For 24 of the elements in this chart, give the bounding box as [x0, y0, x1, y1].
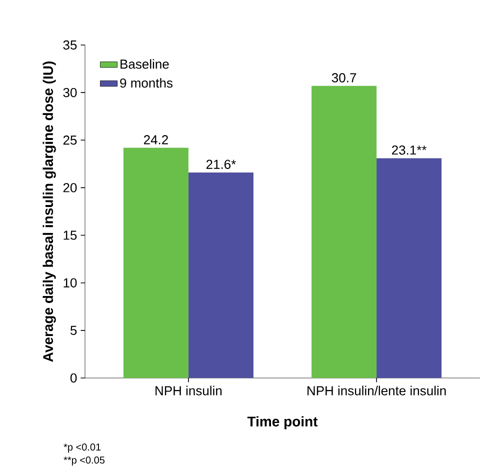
text: **p <0.05: [64, 456, 105, 466]
bar: [123, 148, 188, 378]
y-tick-label: 15: [64, 230, 77, 240]
x-tick-label: NPH insulin: [156, 386, 222, 396]
x-axis-title: Time point: [247, 416, 318, 430]
y-axis-title: Average daily basal insulin glargine dose (IU): [42, 62, 56, 362]
y-tick-label: 10: [64, 278, 77, 288]
y-tick-label: 20: [63, 183, 77, 192]
x-tick-label: NPH insulin/lente insulin: [308, 386, 446, 396]
text: *p <0.01: [64, 444, 101, 453]
y-tick-label: 30: [63, 88, 77, 98]
bar: [312, 86, 377, 378]
legend-label: 9 months: [120, 78, 173, 88]
data-label: 24.2: [144, 135, 168, 144]
bar: [188, 172, 254, 378]
y-tick-label: 25: [63, 136, 77, 145]
y-tick-label: 0: [70, 373, 77, 383]
data-label: 23.1**: [392, 146, 427, 155]
y-tick-label: 35: [63, 40, 77, 50]
data-label: 21.6*: [206, 160, 236, 169]
data-label: 30.7: [332, 73, 356, 82]
y-tick-label: 5: [70, 326, 77, 335]
legend-label: Baseline: [120, 59, 169, 69]
bar: [376, 158, 442, 378]
